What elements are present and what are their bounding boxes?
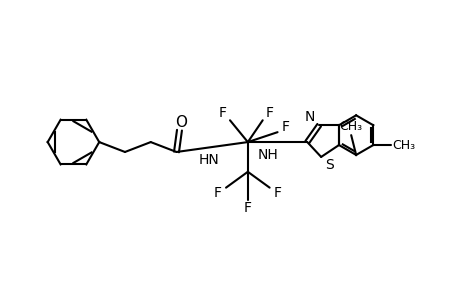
Text: F: F xyxy=(213,186,222,200)
Text: F: F xyxy=(273,186,281,200)
Text: CH₃: CH₃ xyxy=(339,120,362,133)
Text: HN: HN xyxy=(198,153,219,167)
Text: NH: NH xyxy=(257,148,277,162)
Text: CH₃: CH₃ xyxy=(392,139,414,152)
Text: S: S xyxy=(324,158,333,172)
Text: O: O xyxy=(175,115,187,130)
Text: F: F xyxy=(265,106,273,120)
Text: F: F xyxy=(281,120,289,134)
Text: F: F xyxy=(243,202,251,215)
Text: F: F xyxy=(218,106,227,120)
Text: N: N xyxy=(304,110,315,124)
